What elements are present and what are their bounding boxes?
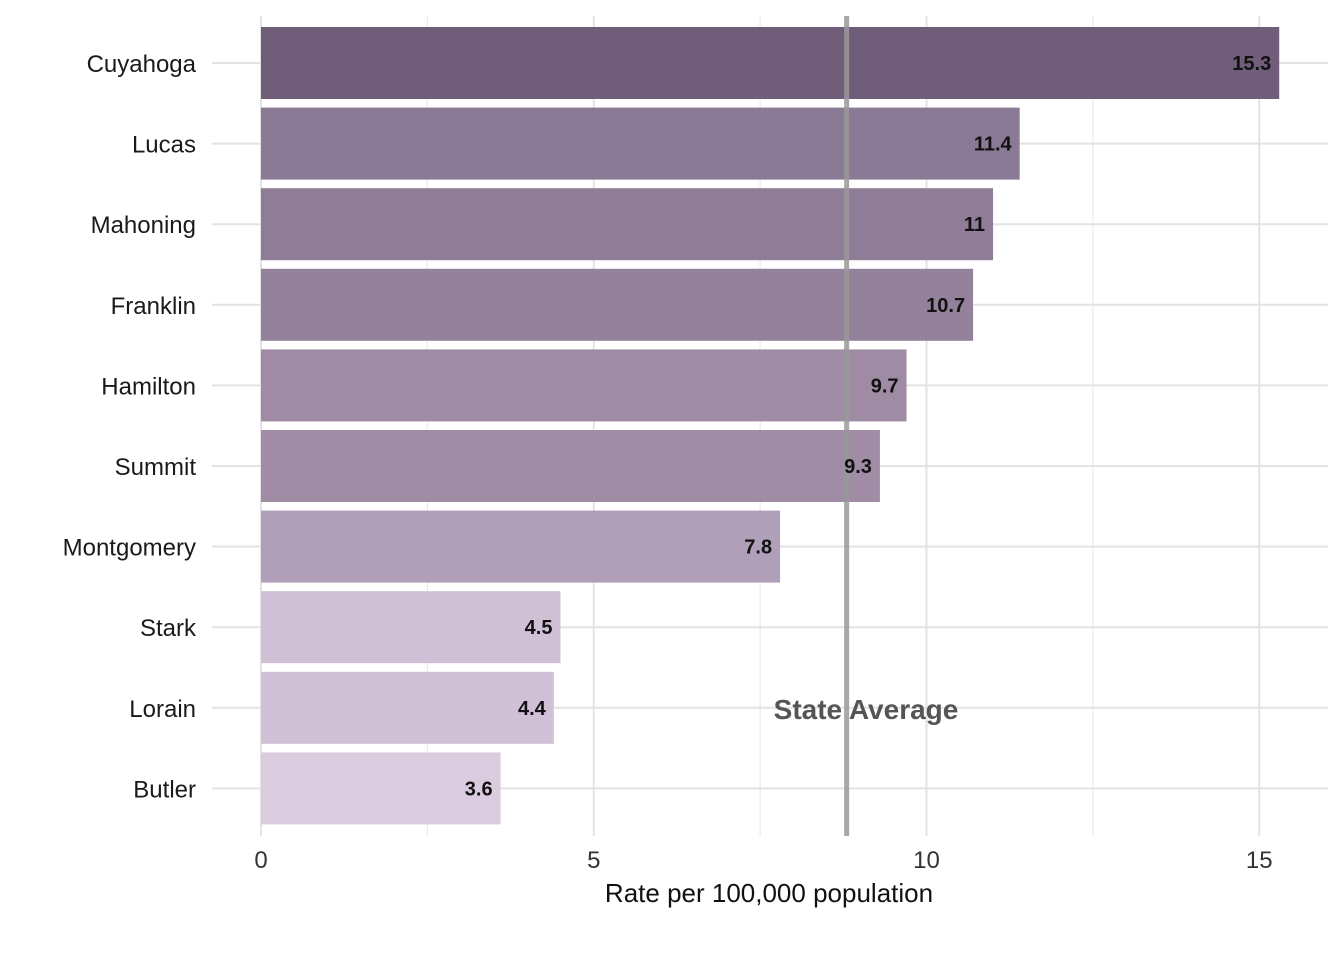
- x-tick-label: 10: [913, 847, 940, 874]
- x-axis-tick-labels: 0 5 10 15: [254, 847, 1272, 874]
- bar: [261, 591, 561, 664]
- category-axis-labels: Cuyahoga Lucas Mahoning Franklin Hamilton Sum…: [63, 51, 197, 803]
- category-label: Summit: [115, 454, 197, 481]
- bar: [261, 510, 781, 583]
- x-axis-title: Rate per 100,000 population: [605, 878, 933, 908]
- data-label: 3.6: [465, 778, 493, 800]
- data-label: 7.8: [744, 537, 772, 559]
- data-label: 4.5: [525, 617, 553, 639]
- data-label: 9.7: [871, 375, 899, 397]
- bar: [261, 349, 907, 422]
- x-tick-label: 15: [1246, 847, 1273, 874]
- bar: [261, 27, 1280, 99]
- bar: [261, 752, 501, 825]
- data-label: 4.4: [518, 698, 547, 720]
- data-label: 11: [964, 214, 985, 236]
- data-label: 9.3: [844, 456, 872, 478]
- bar: [261, 188, 994, 261]
- x-tick-label: 0: [254, 847, 267, 874]
- bar: [261, 430, 880, 502]
- category-label: Mahoning: [91, 212, 196, 239]
- category-label: Montgomery: [63, 535, 196, 562]
- bar: [261, 107, 1020, 180]
- bars: [261, 27, 1280, 825]
- category-label: Butler: [133, 776, 196, 803]
- category-label: Lorain: [129, 696, 196, 723]
- bar: [261, 671, 554, 744]
- state-average-label: State Average: [774, 694, 959, 725]
- data-label: 15.3: [1232, 53, 1271, 75]
- data-label: 10.7: [926, 295, 965, 317]
- bar: [261, 268, 974, 341]
- category-label: Lucas: [132, 132, 196, 159]
- x-tick-label: 5: [587, 847, 600, 874]
- category-label: Franklin: [111, 293, 196, 320]
- category-label: Stark: [140, 615, 197, 642]
- data-labels: 15.3 11.4 11 10.7 9.7 9.3 7.8 4.5 4.4 3.6: [465, 53, 1271, 800]
- data-label: 11.4: [974, 134, 1013, 156]
- category-label: Cuyahoga: [87, 51, 197, 78]
- category-label: Hamilton: [101, 373, 196, 400]
